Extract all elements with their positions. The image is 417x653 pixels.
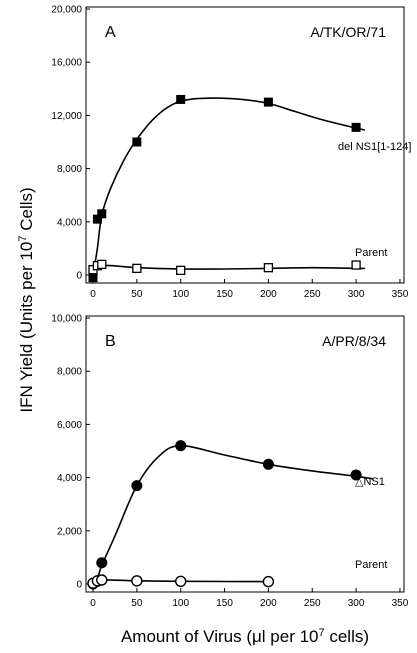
panel-a-series-1-point	[97, 209, 107, 219]
panel-a-x-tick-label: 100	[172, 289, 189, 300]
panel-a-series-2-point	[351, 260, 361, 270]
panel-b-axes: 0 50 100 150 200 250 300 350 0 2,000 4,000 6,000 8,0…	[51, 314, 408, 610]
panel-a-x-tick-label: 350	[392, 289, 409, 300]
panel-b-y-tick-label: 10,000	[51, 314, 82, 325]
panel-b-strain: A/PR/8/34	[322, 333, 386, 349]
panel-b-series-2-point	[262, 575, 275, 588]
panel-a-letter: A	[105, 24, 116, 41]
panel-a-series-2-point	[176, 265, 186, 275]
panel-a-plot	[88, 94, 366, 283]
panel-a-x-tick-label: 50	[131, 289, 143, 300]
panel-b-x-tick-label: 50	[131, 598, 143, 609]
panel-a-series-1-point	[88, 273, 98, 283]
panel-a-strain: A/TK/OR/71	[311, 24, 387, 40]
panel-a-frame	[85, 6, 405, 284]
panel-a-y-tick-label: 20,000	[51, 5, 82, 16]
panel-a-series-1-point	[132, 137, 142, 147]
panel-a-series-1-point	[263, 97, 273, 107]
panel-a-series-2-point	[97, 259, 107, 270]
panel-b-y-tick-label: 8,000	[57, 367, 82, 378]
panel-a-y-tick-label: 0	[76, 271, 82, 282]
panel-b-y-tick-label: 4,000	[57, 473, 82, 484]
panel-a-series-1-line	[92, 97, 366, 276]
panel-b-series-1-point	[262, 458, 274, 470]
panel-b-series-2-label: Parent	[355, 559, 387, 571]
panel-a-x-tick-label: 200	[260, 289, 277, 300]
x-axis-title: Amount of Virus (μl per 107 cells)	[121, 627, 369, 646]
panel-a-y-tick-label: 4,000	[57, 217, 82, 228]
panel-a-axes: 0 50 100 150 200 250 300 350 0 4,000 8,000 12,000 16…	[51, 5, 408, 301]
panel-a-y-tick-label: 16,000	[51, 58, 82, 69]
panel-b-plot	[87, 440, 374, 590]
y-axis-title: IFN Yield (Units per 107 Cells)	[17, 187, 36, 412]
panel-b-x-tick-label: 350	[392, 598, 409, 609]
panel-a: 0 50 100 150 200 250 300 350 0 4,000 8,000 12,000 16…	[51, 5, 411, 301]
panel-b-series-1-line	[92, 444, 374, 585]
panel-b-series-1-label: △NS1	[355, 476, 385, 488]
panel-a-series-2-line	[92, 264, 365, 276]
panel-a-x-tick-label: 0	[90, 289, 96, 300]
panel-b-frame	[85, 315, 405, 593]
panel-b-series-1-point	[350, 469, 362, 481]
panel-b-series-1-point	[175, 440, 187, 452]
panel-b-series-1-point	[96, 557, 108, 569]
panel-b-x-tick-label: 100	[172, 598, 189, 609]
panel-a-x-tick-label: 300	[348, 289, 365, 300]
panel-b-letter: B	[105, 333, 116, 350]
panel-b-series-1-point	[131, 480, 143, 492]
panel-a-y-tick-label: 8,000	[57, 164, 82, 175]
panel-a-series-1-point	[176, 94, 186, 104]
panel-b-x-tick-label: 200	[260, 598, 277, 609]
panel-a-series-2-point	[263, 263, 274, 273]
panel-b-x-tick-label: 150	[216, 598, 233, 609]
panel-b-series-2-point	[174, 575, 187, 588]
panel-a-x-tick-label: 150	[216, 289, 233, 300]
panel-b-x-tick-label: 0	[90, 598, 96, 609]
panel-b-y-tick-label: 6,000	[57, 420, 82, 431]
panel-b-y-tick-label: 0	[76, 580, 82, 591]
panel-b-x-tick-label: 250	[304, 598, 321, 609]
panel-b-series-2-point	[96, 574, 108, 586]
panel-a-series-2-point	[132, 263, 142, 274]
panel-a-x-tick-label: 250	[304, 289, 321, 300]
panel-a-series-1-point	[351, 122, 361, 132]
panel-b-y-tick-label: 2,000	[57, 526, 82, 537]
panel-a-y-tick-label: 12,000	[51, 111, 82, 122]
panel-a-series-2-label: Parent	[355, 247, 387, 259]
panel-b-series-2-point	[131, 575, 143, 587]
panel-b-x-tick-label: 300	[348, 598, 365, 609]
panel-b: 0 50 100 150 200 250 300 350 0 2,000 4,000 6,000 8,0…	[51, 314, 408, 610]
panel-a-series-1-label: del NS1[1-124]	[338, 141, 411, 153]
